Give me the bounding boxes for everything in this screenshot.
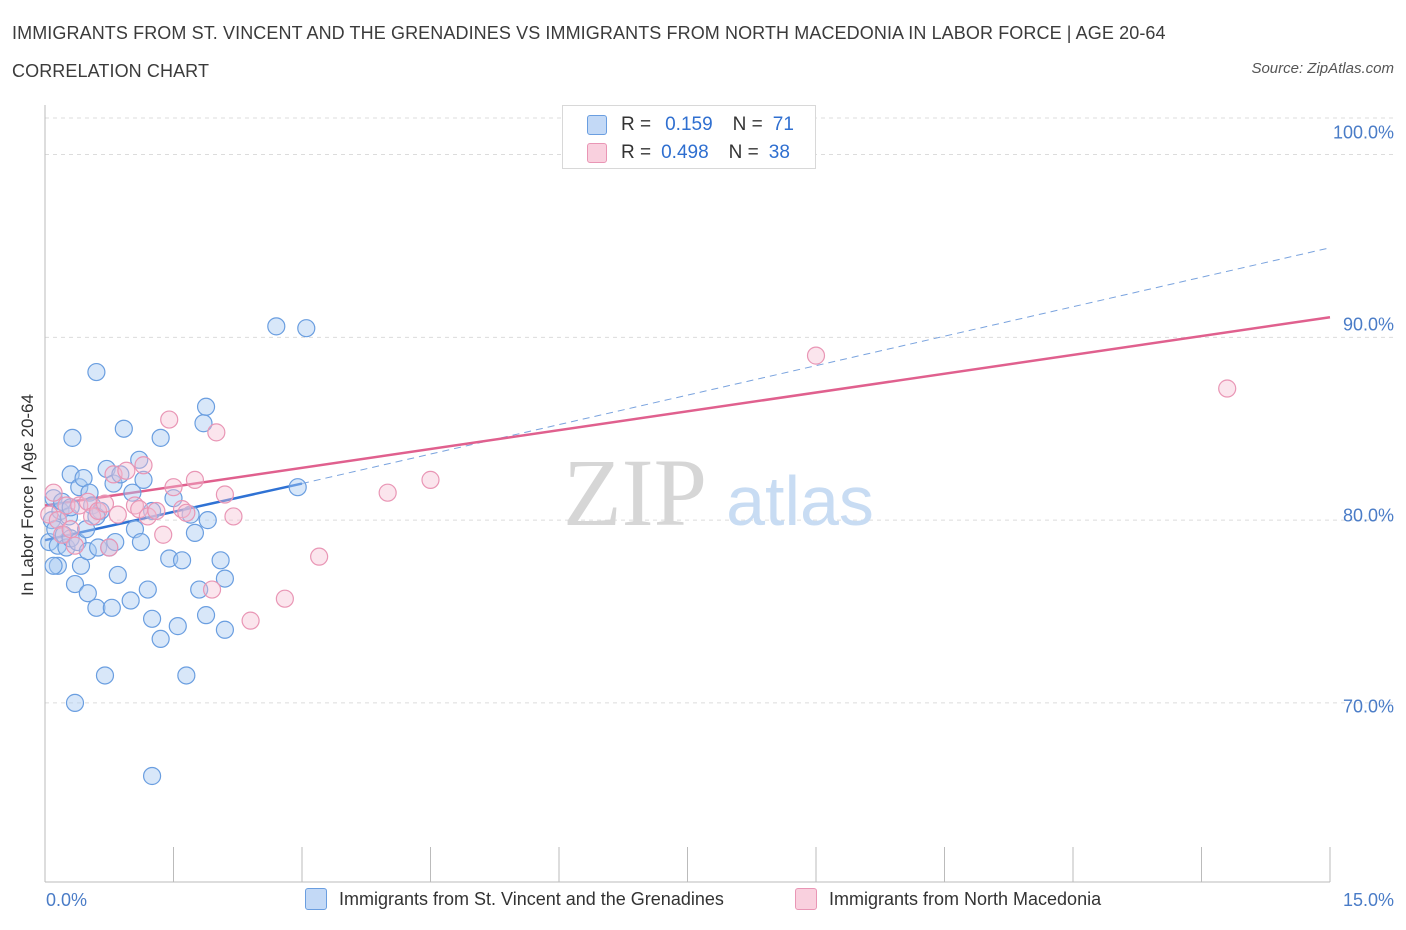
legend-n-value: 71 xyxy=(772,114,794,135)
point-pink xyxy=(185,470,205,489)
point-blue xyxy=(70,478,89,497)
trend-line-blue-extension xyxy=(301,247,1331,485)
point-pink xyxy=(421,470,440,489)
point-pink xyxy=(177,503,196,522)
point-blue xyxy=(288,478,307,497)
point-pink xyxy=(95,494,115,513)
point-pink xyxy=(44,483,63,502)
point-blue xyxy=(177,666,196,685)
point-blue xyxy=(172,551,192,570)
x-tick-min: 0.0% xyxy=(46,890,88,910)
point-blue xyxy=(48,556,67,575)
point-blue xyxy=(198,511,217,530)
bottom-legend-pink: Immigrants from North Macedonia xyxy=(795,888,1101,910)
point-blue xyxy=(71,556,91,575)
point-blue xyxy=(114,419,133,438)
point-pink xyxy=(61,520,80,539)
point-blue xyxy=(211,551,230,570)
point-blue xyxy=(297,319,316,338)
bottom-legend-blue: Immigrants from St. Vincent and the Gren… xyxy=(305,888,724,910)
legend-n-label: N = xyxy=(728,142,759,163)
point-pink xyxy=(89,501,108,521)
legend-n-label: N = xyxy=(732,114,763,135)
legend-row-pink: R = 0.498 N = 38 xyxy=(587,139,790,167)
point-blue xyxy=(108,565,127,585)
point-blue xyxy=(190,580,209,599)
point-pink xyxy=(65,536,85,555)
point-pink xyxy=(134,456,153,475)
legend-n-value: 38 xyxy=(768,142,790,163)
point-blue xyxy=(142,766,162,786)
y-tick-80: 80.0% xyxy=(1342,505,1394,526)
legend-swatch-blue xyxy=(587,115,607,135)
point-blue xyxy=(196,606,216,625)
point-pink xyxy=(207,423,226,442)
legend-r-label: R = xyxy=(621,114,652,135)
correlation-legend: R = 0.159 N = 71 R = 0.498 N = 38 xyxy=(562,105,816,169)
point-blue xyxy=(87,598,106,617)
point-pink xyxy=(275,589,294,608)
legend-r-value: 0.498 xyxy=(661,142,709,163)
bottom-legend-label-pink: Immigrants from North Macedonia xyxy=(829,888,1102,909)
bottom-legend-swatch-pink xyxy=(795,888,817,910)
point-blue xyxy=(151,629,170,649)
y-tick-90: 90.0% xyxy=(1342,314,1394,335)
point-blue xyxy=(65,693,85,712)
y-tick-100: 100.0% xyxy=(1332,122,1394,143)
x-tick-max: 15.0% xyxy=(1342,890,1394,910)
point-pink xyxy=(164,478,183,497)
point-pink xyxy=(202,580,222,599)
point-blue xyxy=(168,617,187,636)
point-pink xyxy=(154,525,173,544)
point-blue xyxy=(151,428,170,447)
legend-swatch-pink xyxy=(587,143,607,163)
point-pink xyxy=(378,483,397,502)
point-blue xyxy=(185,523,205,542)
point-blue xyxy=(267,317,286,336)
point-pink xyxy=(241,611,260,630)
point-pink xyxy=(117,461,136,480)
point-blue xyxy=(215,569,234,588)
point-blue xyxy=(142,609,162,628)
point-blue xyxy=(102,598,121,617)
point-blue xyxy=(44,556,63,575)
point-pink xyxy=(215,485,234,504)
point-pink xyxy=(806,346,826,365)
bottom-legend-swatch-blue xyxy=(305,888,327,910)
legend-r-label: R = xyxy=(621,142,652,163)
point-pink xyxy=(224,507,243,526)
point-blue xyxy=(87,362,106,382)
bottom-legend-label-blue: Immigrants from St. Vincent and the Gren… xyxy=(339,888,724,909)
point-pink xyxy=(57,496,76,515)
point-pink xyxy=(108,505,127,524)
point-pink xyxy=(48,511,67,530)
point-blue xyxy=(134,470,153,489)
legend-row-blue: R = 0.159 N = 71 xyxy=(587,111,794,139)
watermark-atlas: atlas xyxy=(726,462,874,540)
point-blue xyxy=(63,428,82,447)
point-blue xyxy=(65,574,85,594)
point-pink xyxy=(310,547,329,566)
point-blue xyxy=(95,666,115,685)
y-axis-label: In Labor Force | Age 20-64 xyxy=(18,394,37,596)
point-pink xyxy=(160,410,179,429)
point-pink xyxy=(100,538,119,557)
point-pink xyxy=(1218,379,1237,398)
legend-r-value: 0.159 xyxy=(665,114,713,135)
point-blue xyxy=(78,584,97,603)
data-points xyxy=(40,317,1237,786)
y-tick-70: 70.0% xyxy=(1342,696,1394,717)
point-blue xyxy=(131,532,151,552)
point-blue xyxy=(104,474,123,493)
point-blue xyxy=(121,591,140,610)
source-label: Source: ZipAtlas.com xyxy=(1251,60,1394,77)
point-blue xyxy=(196,397,216,416)
point-blue xyxy=(138,580,157,599)
point-pink xyxy=(147,501,166,521)
trend-line-pink xyxy=(44,315,1331,507)
point-blue xyxy=(215,620,234,639)
watermark-zip: ZIP xyxy=(563,439,707,546)
chart-title: IMMIGRANTS FROM ST. VINCENT AND THE GREN… xyxy=(12,23,1166,81)
